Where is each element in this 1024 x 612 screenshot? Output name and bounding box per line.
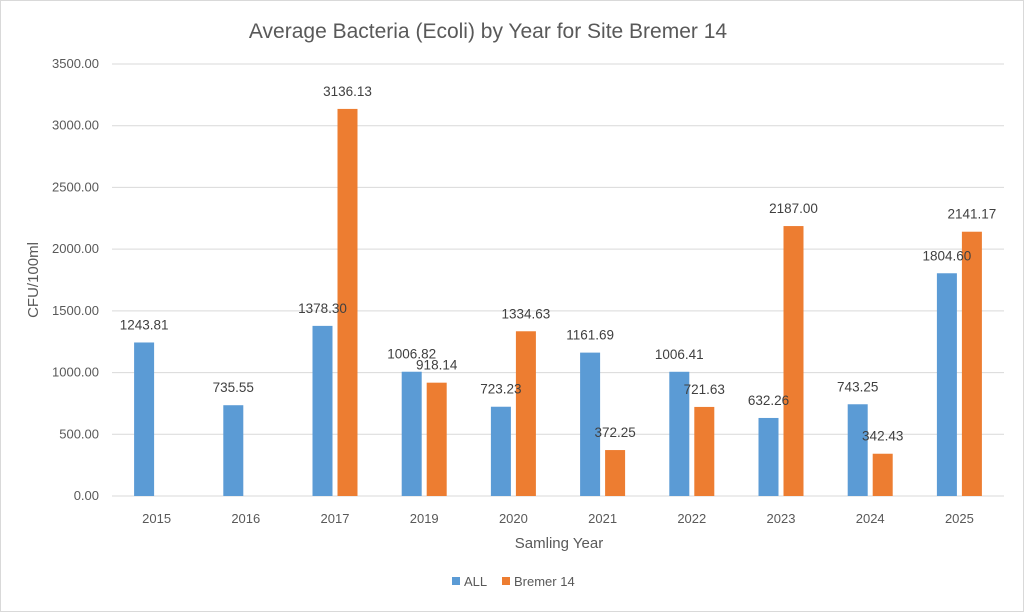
y-tick-label: 3000.00 [52, 118, 99, 133]
data-label: 342.43 [862, 429, 903, 444]
bar-bremer-14 [694, 406, 715, 496]
y-tick-label: 500.00 [59, 426, 99, 441]
bar-all [134, 342, 155, 496]
bar-all [936, 273, 957, 496]
x-tick-label: 2024 [856, 511, 885, 526]
x-tick-label: 2017 [321, 511, 350, 526]
data-label: 1804.60 [922, 248, 971, 263]
chart-title: Average Bacteria (Ecoli) by Year for Sit… [249, 20, 728, 43]
bar-bremer-14 [783, 226, 804, 497]
bar-all [580, 352, 601, 496]
y-tick-label: 1000.00 [52, 365, 99, 380]
data-label: 1334.63 [501, 306, 550, 321]
bar-bremer-14 [605, 450, 626, 496]
x-axis-title: Samling Year [515, 535, 603, 552]
bar-bremer-14 [426, 382, 447, 496]
x-tick-label: 2016 [231, 511, 260, 526]
legend-swatch [452, 577, 460, 585]
data-label: 723.23 [480, 382, 521, 397]
data-label: 721.63 [684, 382, 725, 397]
data-label: 1243.81 [120, 317, 169, 332]
bar-bremer-14 [872, 453, 893, 496]
data-label: 2141.17 [947, 207, 996, 222]
x-tick-label: 2022 [677, 511, 706, 526]
data-label: 1161.69 [566, 328, 614, 343]
data-label: 1006.82 [387, 347, 436, 362]
x-tick-label: 2025 [945, 511, 974, 526]
x-tick-label: 2015 [142, 511, 171, 526]
bar-all [223, 405, 244, 496]
x-tick-label: 2021 [588, 511, 617, 526]
data-label: 735.55 [213, 380, 254, 395]
data-label: 1378.30 [298, 301, 347, 316]
data-label: 372.25 [594, 425, 635, 440]
x-tick-label: 2023 [767, 511, 796, 526]
data-label: 1006.41 [655, 347, 704, 362]
bar-bremer-14 [961, 231, 982, 496]
x-tick-label: 2020 [499, 511, 528, 526]
bar-all [669, 371, 690, 496]
data-label: 632.26 [748, 393, 789, 408]
bars [134, 108, 982, 497]
bar-all [758, 417, 779, 496]
bar-all [401, 371, 422, 496]
y-tick-label: 2500.00 [52, 179, 99, 194]
data-label: 3136.13 [323, 84, 372, 99]
data-label: 743.25 [837, 379, 878, 394]
legend-swatch [502, 577, 510, 585]
y-axis-ticks: 0.00 500.00 1000.00 1500.00 2000.00 2500.00 30… [52, 56, 99, 503]
bar-bremer-14 [515, 331, 536, 496]
data-label: 918.14 [416, 358, 458, 373]
data-label: 2187.00 [769, 201, 818, 216]
legend: ALL Bremer 14 [452, 574, 575, 589]
legend-label: ALL [464, 574, 487, 589]
y-tick-label: 3500.00 [52, 56, 99, 71]
y-axis-title: CFU/100ml [25, 242, 42, 318]
y-tick-label: 0.00 [74, 488, 99, 503]
data-labels: 1243.81 735.55 1378.30 3136.13 1006.82918.14… [120, 84, 997, 444]
legend-label: Bremer 14 [514, 574, 575, 589]
y-tick-label: 1500.00 [52, 303, 99, 318]
bar-all [490, 406, 511, 496]
y-tick-label: 2000.00 [52, 241, 99, 256]
bar-all [312, 325, 333, 496]
bar-bremer-14 [337, 108, 358, 496]
bar-all [847, 404, 868, 496]
x-axis-ticks: 2015 2016 2017 2019 2020 2021 2022 2023 2024 2025 [142, 511, 974, 526]
x-tick-label: 2019 [410, 511, 439, 526]
